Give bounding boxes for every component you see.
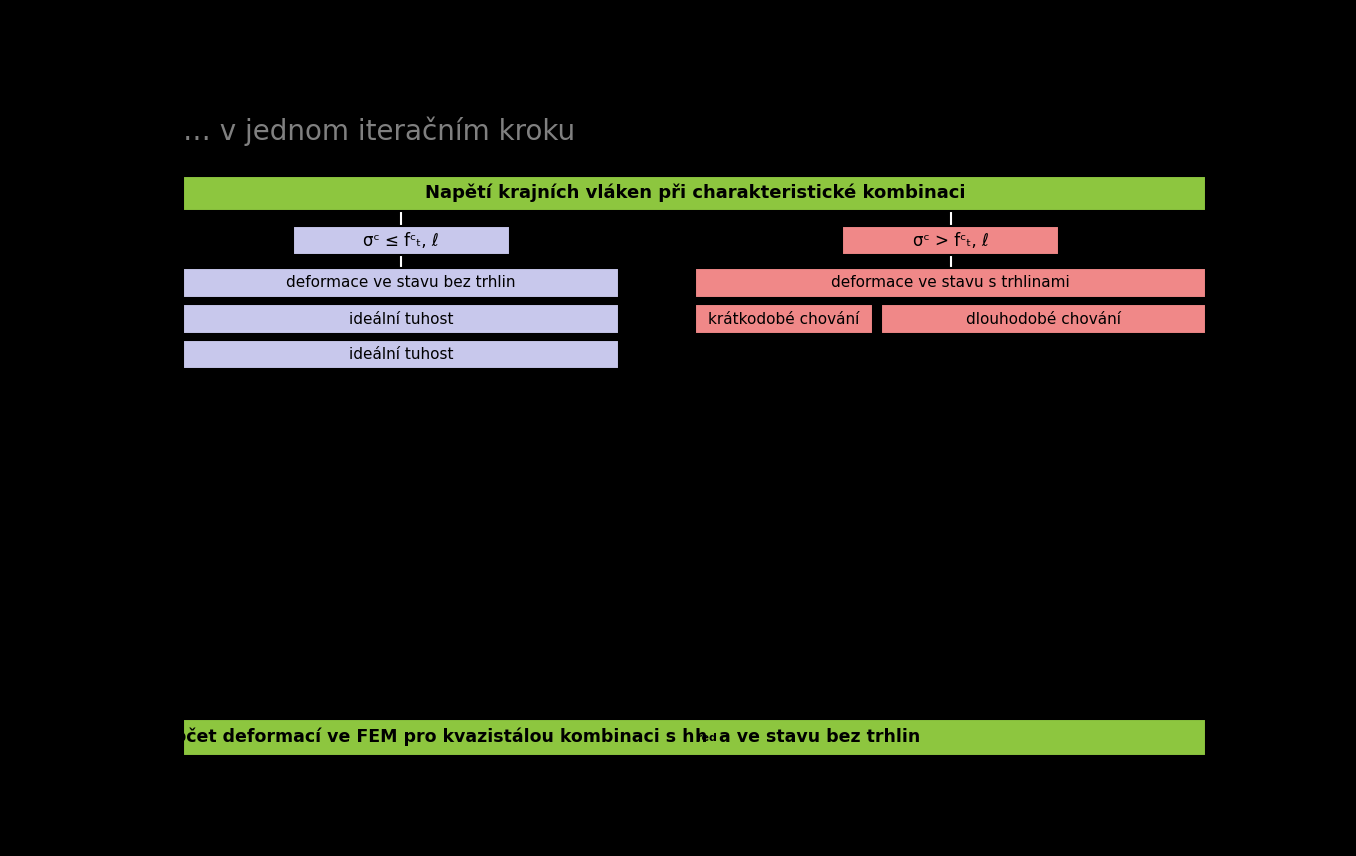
Text: deformace ve stavu s trhlinami: deformace ve stavu s trhlinami [831,276,1070,290]
FancyBboxPatch shape [183,719,1207,756]
FancyBboxPatch shape [696,268,1207,298]
FancyBboxPatch shape [183,268,618,298]
Text: deformace ve stavu bez trhlin: deformace ve stavu bez trhlin [286,276,517,290]
Text: dlouhodobé chování: dlouhodobé chování [967,312,1121,327]
FancyBboxPatch shape [696,305,873,334]
Text: krátkodobé chování: krátkodobé chování [708,312,860,327]
FancyBboxPatch shape [881,305,1207,334]
Text: h: h [694,728,706,746]
Text: ideální tuhost: ideální tuhost [348,347,453,362]
Text: σᶜ > fᶜₜ, ℓ: σᶜ > fᶜₜ, ℓ [913,232,989,250]
FancyBboxPatch shape [183,175,1207,211]
FancyBboxPatch shape [183,340,618,369]
Text: red: red [697,733,717,743]
Text: Výpočet deformací ve FEM pro kvazistálou kombinaci s h: Výpočet deformací ve FEM pro kvazistálou… [137,728,696,746]
FancyBboxPatch shape [183,305,618,334]
Text: a ve stavu bez trhlin: a ve stavu bez trhlin [696,728,921,746]
FancyBboxPatch shape [293,226,510,255]
Text: Napětí krajních vláken při charakteristické kombinaci: Napětí krajních vláken při charakteristi… [424,184,965,203]
Text: … v jednom iteračním kroku: … v jednom iteračním kroku [183,116,575,146]
Text: σᶜ ≤ fᶜₜ, ℓ: σᶜ ≤ fᶜₜ, ℓ [363,232,439,250]
FancyBboxPatch shape [842,226,1059,255]
Text: ideální tuhost: ideální tuhost [348,312,453,327]
